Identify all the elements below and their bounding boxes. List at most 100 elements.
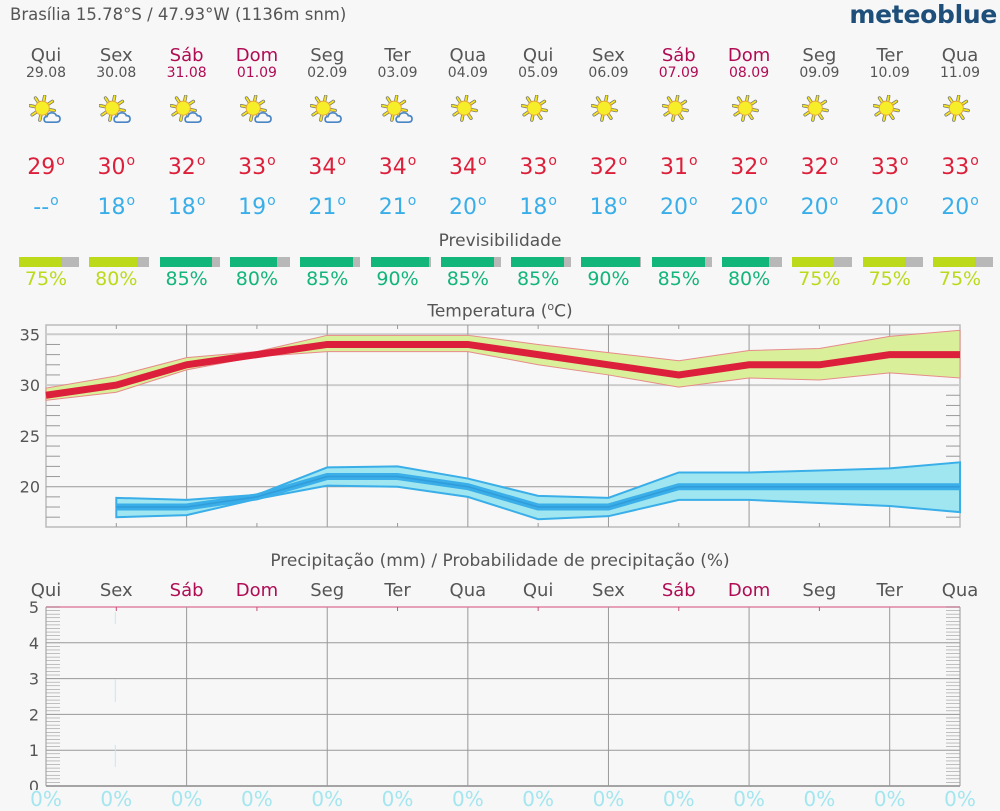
predictability-value: 85% <box>165 268 208 290</box>
min-temp: 21o <box>378 193 417 220</box>
min-temp: 20o <box>659 193 698 220</box>
predictability-bar <box>581 257 642 267</box>
sun-icon <box>925 94 995 129</box>
sun-icon <box>503 94 573 129</box>
day-date: 07.09 <box>658 65 699 81</box>
predictability-fill <box>19 257 61 267</box>
precip-day-label: Sáb <box>169 580 204 601</box>
predictability-fill <box>229 257 278 267</box>
day-name: Qua <box>449 45 487 66</box>
max-temp: 34o <box>449 153 487 180</box>
precip-day-label: Sáb <box>661 580 696 601</box>
min-temp: 18o <box>519 193 557 220</box>
precip-probability: 0% <box>170 787 203 811</box>
day-column[interactable]: Qua 04.09 <box>433 45 503 81</box>
max-temp: 32o <box>167 153 206 180</box>
predictability-fill <box>159 257 213 267</box>
sun-icon <box>573 94 643 129</box>
day-column[interactable]: Ter 03.09 <box>363 45 433 81</box>
svg-text:1: 1 <box>29 741 39 760</box>
day-column[interactable]: Sex 06.09 <box>573 46 643 81</box>
day-column[interactable]: Sex 30.08 <box>81 46 151 81</box>
svg-text:25: 25 <box>20 427 40 446</box>
svg-text:3: 3 <box>29 670 39 689</box>
precip-day-label: Dom <box>235 580 279 601</box>
day-column[interactable]: Qua 11.09 <box>925 46 995 81</box>
predictability-bar <box>440 257 501 267</box>
day-date: 04.09 <box>447 65 488 81</box>
day-column[interactable]: Sáb 31.08 <box>152 46 222 81</box>
predictability-value: 85% <box>657 268 700 290</box>
predictability-bar <box>862 257 923 267</box>
day-date: 08.09 <box>729 65 770 81</box>
day-column[interactable]: Seg 02.09 <box>292 45 362 81</box>
predictability-bar <box>792 257 853 267</box>
predictability-fill <box>581 257 640 267</box>
precip-title: Precipitação (mm) / Probabilidade de pre… <box>270 551 730 571</box>
day-date: 11.09 <box>939 65 981 81</box>
day-column[interactable]: Sáb 07.09 <box>644 46 714 81</box>
day-name: Seg <box>310 45 345 66</box>
temperature-title: Temperatura (oC) <box>427 300 573 322</box>
precip-probability: 0% <box>733 787 765 811</box>
min-temp: 20o <box>730 193 768 220</box>
max-temp: 33o <box>870 153 909 180</box>
day-date: 05.09 <box>518 65 559 81</box>
max-temp: 32o <box>589 153 628 180</box>
max-temp: 33o <box>519 153 557 180</box>
day-date: 30.08 <box>96 65 137 81</box>
predictability-bar <box>722 257 783 267</box>
day-column[interactable]: Qui 29.08 <box>11 46 81 81</box>
precip-probability: 0% <box>944 787 976 811</box>
precip-day-label: Qua <box>941 580 979 601</box>
predictability-value: 85% <box>306 268 349 290</box>
day-date: 10.09 <box>869 65 910 81</box>
svg-text:35: 35 <box>20 325 40 344</box>
max-temp: 31o <box>659 153 698 180</box>
day-column[interactable]: Dom 08.09 <box>714 45 784 81</box>
max-temp: 32o <box>730 153 768 180</box>
precip-day-label: Qui <box>522 580 554 601</box>
temperature-chart: 20 25 30 35 <box>20 324 961 528</box>
max-temp: 33o <box>238 153 276 180</box>
precip-day-label: Sex <box>592 580 625 601</box>
min-temp: 18o <box>589 193 628 220</box>
max-temp: 33o <box>941 153 979 180</box>
predictability-bar <box>89 257 150 267</box>
predictability-value: 80% <box>235 268 279 290</box>
precip-day-label: Qua <box>449 580 487 601</box>
precip-day-label: Ter <box>384 580 411 601</box>
sun-icon <box>644 94 714 129</box>
day-date: 01.09 <box>236 65 277 81</box>
day-column[interactable]: Qui 05.09 <box>503 46 573 81</box>
max-temp: 29o <box>27 153 65 180</box>
day-date: 09.09 <box>799 65 840 81</box>
precip-probability: 0% <box>522 787 554 811</box>
meteoblue-logo[interactable]: meteoblue <box>849 0 997 29</box>
sun-icon <box>714 94 784 129</box>
day-name: Dom <box>727 45 771 66</box>
precip-probability: 0% <box>451 787 484 811</box>
min-temp: 18o <box>167 193 206 220</box>
day-name: Ter <box>384 45 411 66</box>
sun-cloud-icon <box>11 94 81 129</box>
predictability-fill <box>933 257 975 267</box>
predictability-value: 80% <box>727 268 771 290</box>
day-column[interactable]: Seg 09.09 <box>784 45 854 81</box>
sun-icon <box>784 94 854 129</box>
day-date: 03.09 <box>377 65 418 81</box>
sun-cloud-icon <box>152 94 222 129</box>
day-name: Seg <box>802 45 837 66</box>
svg-text:0: 0 <box>29 777 39 790</box>
svg-text:2: 2 <box>29 705 39 724</box>
day-column[interactable]: Dom 01.09 <box>222 46 292 81</box>
day-date: 02.09 <box>307 65 348 81</box>
max-temp: 32o <box>800 153 839 180</box>
precip-probability: 0% <box>241 787 273 811</box>
predictability-fill <box>300 257 354 267</box>
svg-text:20: 20 <box>20 478 40 497</box>
precip-day-label: Ter <box>876 580 903 601</box>
day-column[interactable]: Ter 10.09 <box>855 46 925 81</box>
predictability-bar <box>933 257 993 267</box>
svg-text:5: 5 <box>29 600 39 617</box>
